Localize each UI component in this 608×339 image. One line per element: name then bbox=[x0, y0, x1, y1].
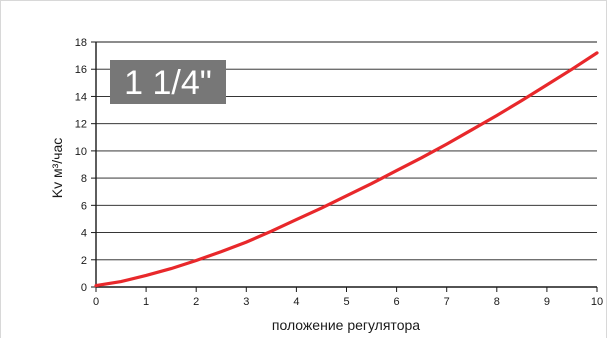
y-tick-label-8: 8 bbox=[81, 173, 87, 185]
y-tick-label-16: 16 bbox=[75, 64, 87, 76]
y-tick-label-18: 18 bbox=[75, 37, 87, 49]
x-tick-label-8: 8 bbox=[494, 296, 500, 308]
y-tick-label-2: 2 bbox=[81, 255, 87, 267]
x-tick-label-6: 6 bbox=[394, 296, 400, 308]
x-tick-label-4: 4 bbox=[293, 296, 299, 308]
size-badge: 1 1/4" bbox=[110, 60, 226, 104]
size-badge-label: 1 1/4" bbox=[124, 64, 212, 102]
x-tick-label-1: 1 bbox=[143, 296, 149, 308]
grid-lines bbox=[96, 41, 597, 261]
y-tick-label-0: 0 bbox=[81, 282, 87, 294]
y-tick-label-4: 4 bbox=[81, 228, 87, 240]
x-tick-label-3: 3 bbox=[243, 296, 249, 308]
x-tick-label-0: 0 bbox=[93, 296, 99, 308]
x-axis-label: положение регулятора bbox=[272, 317, 420, 333]
x-tick-label-10: 10 bbox=[591, 296, 603, 308]
axes bbox=[91, 41, 598, 292]
y-tick-labels: 0 2 4 6 8 10 12 14 16 18 bbox=[75, 37, 87, 294]
y-axis-label: Kv м³/час bbox=[49, 138, 65, 198]
x-tick-labels: 0 1 2 3 4 5 6 7 8 9 10 bbox=[93, 296, 603, 308]
x-tick-label-7: 7 bbox=[444, 296, 450, 308]
y-tick-label-6: 6 bbox=[81, 200, 87, 212]
y-tick-label-10: 10 bbox=[75, 146, 87, 158]
y-tick-label-12: 12 bbox=[75, 119, 87, 131]
x-tick-label-9: 9 bbox=[544, 296, 550, 308]
x-tick-label-2: 2 bbox=[193, 296, 199, 308]
y-tick-label-14: 14 bbox=[75, 91, 87, 103]
x-tick-label-5: 5 bbox=[343, 296, 349, 308]
size-badge-background bbox=[110, 60, 226, 104]
kv-curve-line bbox=[94, 51, 599, 288]
